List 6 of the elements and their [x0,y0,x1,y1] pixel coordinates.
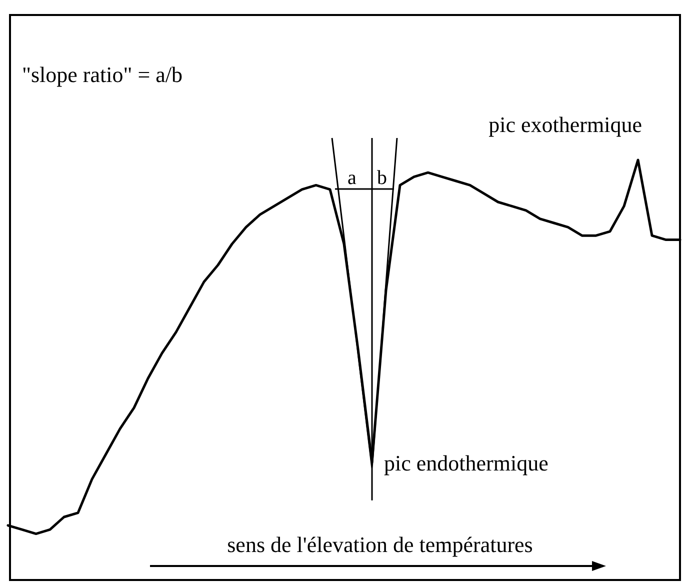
chart-title: "slope ratio" = a/b [22,62,182,87]
annotation: pic endothermique [384,450,548,476]
x-axis-title: sens de l'élevation de températures [227,532,533,557]
text: pic exothermique [488,112,642,137]
annotation: a [348,167,357,189]
annotation: b [377,167,387,189]
